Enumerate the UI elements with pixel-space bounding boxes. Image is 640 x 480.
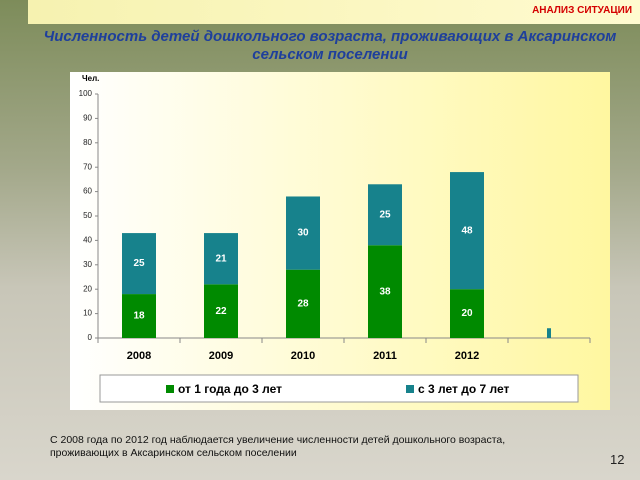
legend-swatch (406, 385, 414, 393)
data-label: 20 (461, 308, 473, 319)
y-tick-label: 20 (83, 284, 92, 293)
bar-segment (204, 233, 238, 285)
x-tick-label: 2010 (291, 350, 315, 362)
data-label: 28 (297, 298, 309, 309)
bar-segment (286, 269, 320, 338)
y-tick-label: 0 (88, 333, 93, 342)
legend-swatch (166, 385, 174, 393)
bar-segment (450, 289, 484, 338)
y-tick-label: 80 (83, 138, 92, 147)
data-label: 25 (133, 258, 145, 269)
y-tick-label: 90 (83, 114, 92, 123)
x-tick-label: 2008 (127, 350, 151, 362)
x-tick-label: 2009 (209, 350, 233, 362)
y-tick-label: 40 (83, 236, 92, 245)
bar-segment (204, 284, 238, 338)
header-band: АНАЛИЗ СИТУАЦИИ (28, 0, 640, 24)
y-tick-label: 70 (83, 162, 92, 171)
legend-label: с 3 лет до 7 лет (418, 382, 509, 396)
y-tick-label: 10 (83, 309, 92, 318)
data-label: 30 (297, 228, 309, 239)
data-label: 38 (379, 286, 391, 297)
x-tick-label: 2012 (455, 350, 479, 362)
bar-segment (368, 184, 402, 246)
y-tick-label: 30 (83, 260, 92, 269)
y-tick-label: 60 (83, 187, 92, 196)
bar-segment (450, 172, 484, 290)
y-tick-label: 50 (83, 211, 92, 220)
data-label: 21 (215, 253, 227, 264)
data-label: 25 (379, 209, 391, 220)
data-label: 22 (215, 306, 227, 317)
legend-box (99, 374, 579, 403)
y-axis-label: Чел. (82, 74, 99, 83)
bar-segment (547, 328, 551, 338)
bar-segment (122, 233, 156, 295)
plot-background (70, 72, 610, 410)
y-tick-label: 100 (79, 89, 93, 98)
bar-segment (368, 245, 402, 338)
legend-label: от 1 года до 3 лет (178, 382, 282, 396)
data-label: 18 (133, 311, 145, 322)
caption: С 2008 года по 2012 год наблюдается увел… (50, 434, 506, 459)
bar-segment (122, 294, 156, 338)
data-label: 48 (461, 225, 473, 236)
x-tick-label: 2011 (373, 350, 397, 362)
section-label: АНАЛИЗ СИТУАЦИИ (532, 5, 632, 16)
slide-title: Численность детей дошкольного возраста, … (43, 28, 617, 63)
page-number: 12 (610, 452, 625, 467)
bar-segment (286, 196, 320, 270)
